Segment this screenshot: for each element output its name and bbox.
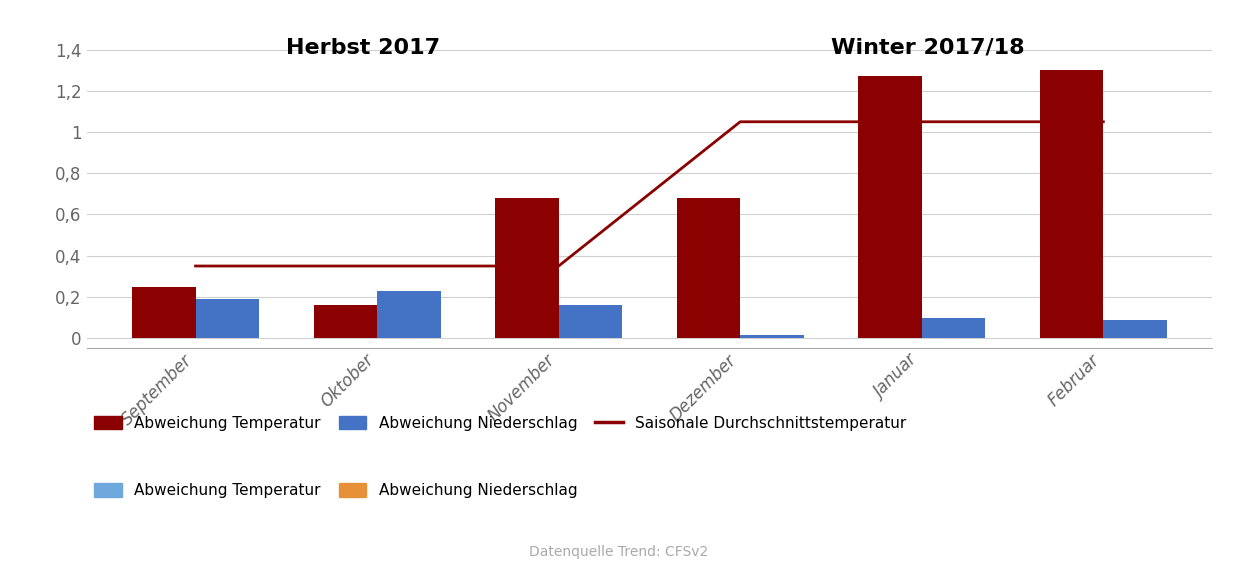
Bar (313, 305, 377, 338)
Bar (922, 318, 986, 338)
Bar (132, 287, 195, 338)
Bar (858, 76, 922, 338)
Legend: Abweichung Temperatur, Abweichung Niederschlag, Saisonale Durchschnittstemperatu: Abweichung Temperatur, Abweichung Nieder… (94, 416, 907, 430)
Bar (740, 335, 804, 338)
Legend: Abweichung Temperatur, Abweichung Niederschlag: Abweichung Temperatur, Abweichung Nieder… (94, 483, 578, 498)
Bar (677, 198, 740, 338)
Text: Datenquelle Trend: CFSv2: Datenquelle Trend: CFSv2 (529, 545, 708, 559)
Bar (1103, 320, 1166, 338)
Bar (495, 198, 559, 338)
Bar (1040, 70, 1103, 338)
Bar (195, 299, 259, 338)
Bar (559, 305, 622, 338)
Bar (377, 291, 440, 338)
Text: Herbst 2017: Herbst 2017 (286, 38, 440, 58)
Text: Winter 2017/18: Winter 2017/18 (831, 38, 1024, 58)
